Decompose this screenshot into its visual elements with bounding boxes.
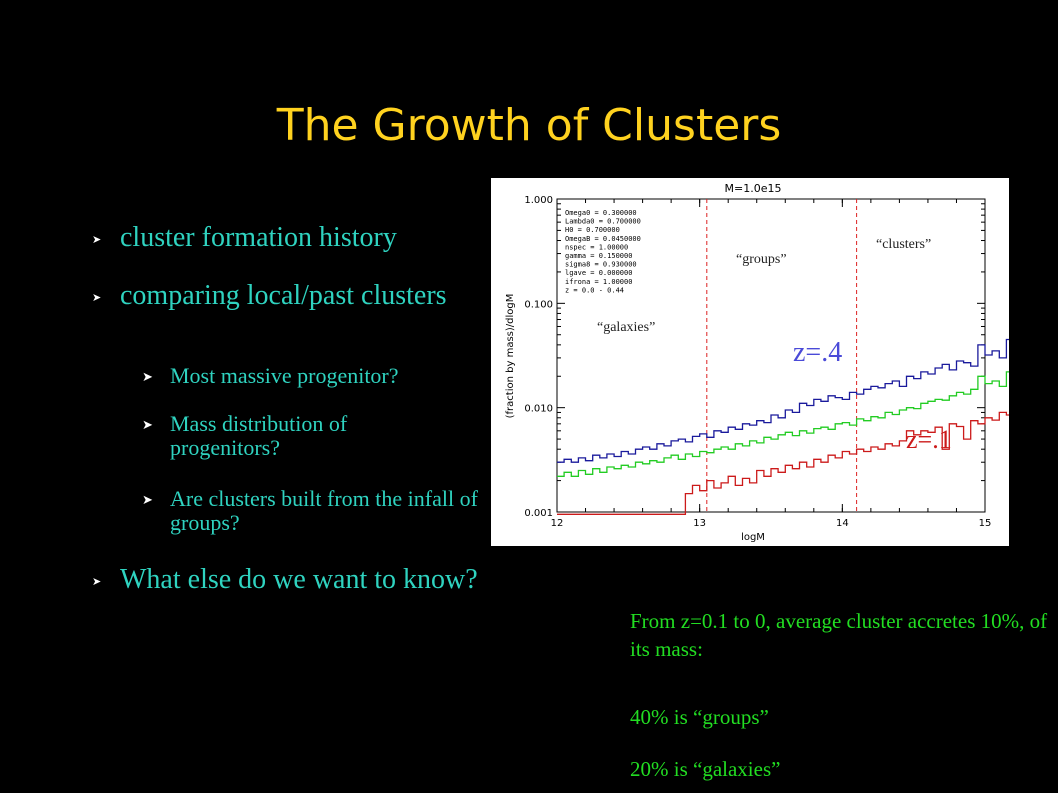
sub-bullet-infall-groups: Are clusters built from the infall of gr… — [170, 486, 478, 535]
z-low-label: z=.1 — [906, 425, 952, 454]
parameter-line: lgave = 0.000000 — [565, 269, 632, 277]
sub-bullet-arrow-icon: ➤ — [142, 370, 153, 385]
galaxies-label: “galaxies” — [597, 320, 655, 335]
parameter-line: gamma = 0.150000 — [565, 252, 632, 260]
slide-title: The Growth of Clusters — [276, 100, 782, 151]
galaxies-fraction-note: 20% is “galaxies” — [630, 757, 781, 781]
x-tick-label: 13 — [693, 518, 706, 529]
accretion-note: From z=0.1 to 0, average cluster accrete… — [630, 609, 1048, 661]
bullet-what-else: What else do we want to know? — [120, 564, 478, 595]
mass-function-figure: M=1.0e15 12 13 14 15 0.001 0.010 0.100 1.000 Om… — [491, 178, 1058, 546]
bullet-arrow-icon: ➤ — [92, 233, 102, 246]
histogram-series-line — [557, 371, 1058, 515]
parameter-line: sigma8 = 0.930000 — [565, 261, 637, 269]
x-tick-label: 14 — [836, 518, 849, 529]
y-tick-label: 1.000 — [524, 195, 553, 206]
y-axis-label: (fraction by mass)/dlogM — [505, 294, 516, 419]
sub-bullet-arrow-icon: ➤ — [142, 493, 153, 508]
bullet-cluster-formation: cluster formation history — [120, 222, 397, 253]
x-axis-label: logM — [741, 532, 765, 543]
bullet-comparing-clusters: comparing local/past clusters — [120, 280, 447, 311]
sub-bullet-most-massive: Most massive progenitor? — [170, 364, 399, 388]
sub-bullet-mass-distribution: Mass distribution of progenitors? — [170, 411, 348, 460]
parameter-line: Omega0 = 0.300000 — [565, 209, 637, 217]
histogram-series-line — [557, 322, 1058, 463]
parameter-line: OmegaB = 0.0450000 — [565, 235, 641, 243]
z-high-label: z=.4 — [793, 337, 842, 368]
y-tick-label: 0.010 — [524, 404, 553, 415]
mass-function-chart: M=1.0e15 12 13 14 15 0.001 0.010 0.100 1.000 Om… — [505, 182, 1058, 543]
histogram-series-line — [557, 350, 1058, 477]
y-tick-label: 0.100 — [524, 299, 553, 310]
bullet-arrow-icon: ➤ — [92, 575, 102, 588]
parameter-line: z = 0.0 - 0.44 — [565, 286, 624, 294]
parameter-line: Lambda0 = 0.700000 — [565, 218, 641, 226]
y-tick-label: 0.001 — [524, 508, 553, 519]
chart-title: M=1.0e15 — [725, 182, 782, 195]
sub-bullet-arrow-icon: ➤ — [142, 418, 153, 433]
x-tick-label: 15 — [979, 518, 992, 529]
groups-fraction-note: 40% is “groups” — [630, 705, 769, 729]
bullet-arrow-icon: ➤ — [92, 291, 102, 304]
parameter-line: H0 = 0.700000 — [565, 226, 620, 234]
parameter-line: nspec = 1.00000 — [565, 243, 628, 251]
x-tick-label: 12 — [551, 518, 564, 529]
groups-label: “groups” — [736, 252, 787, 267]
clusters-label: “clusters” — [876, 237, 931, 252]
parameter-line: ifrona = 1.00000 — [565, 278, 632, 286]
